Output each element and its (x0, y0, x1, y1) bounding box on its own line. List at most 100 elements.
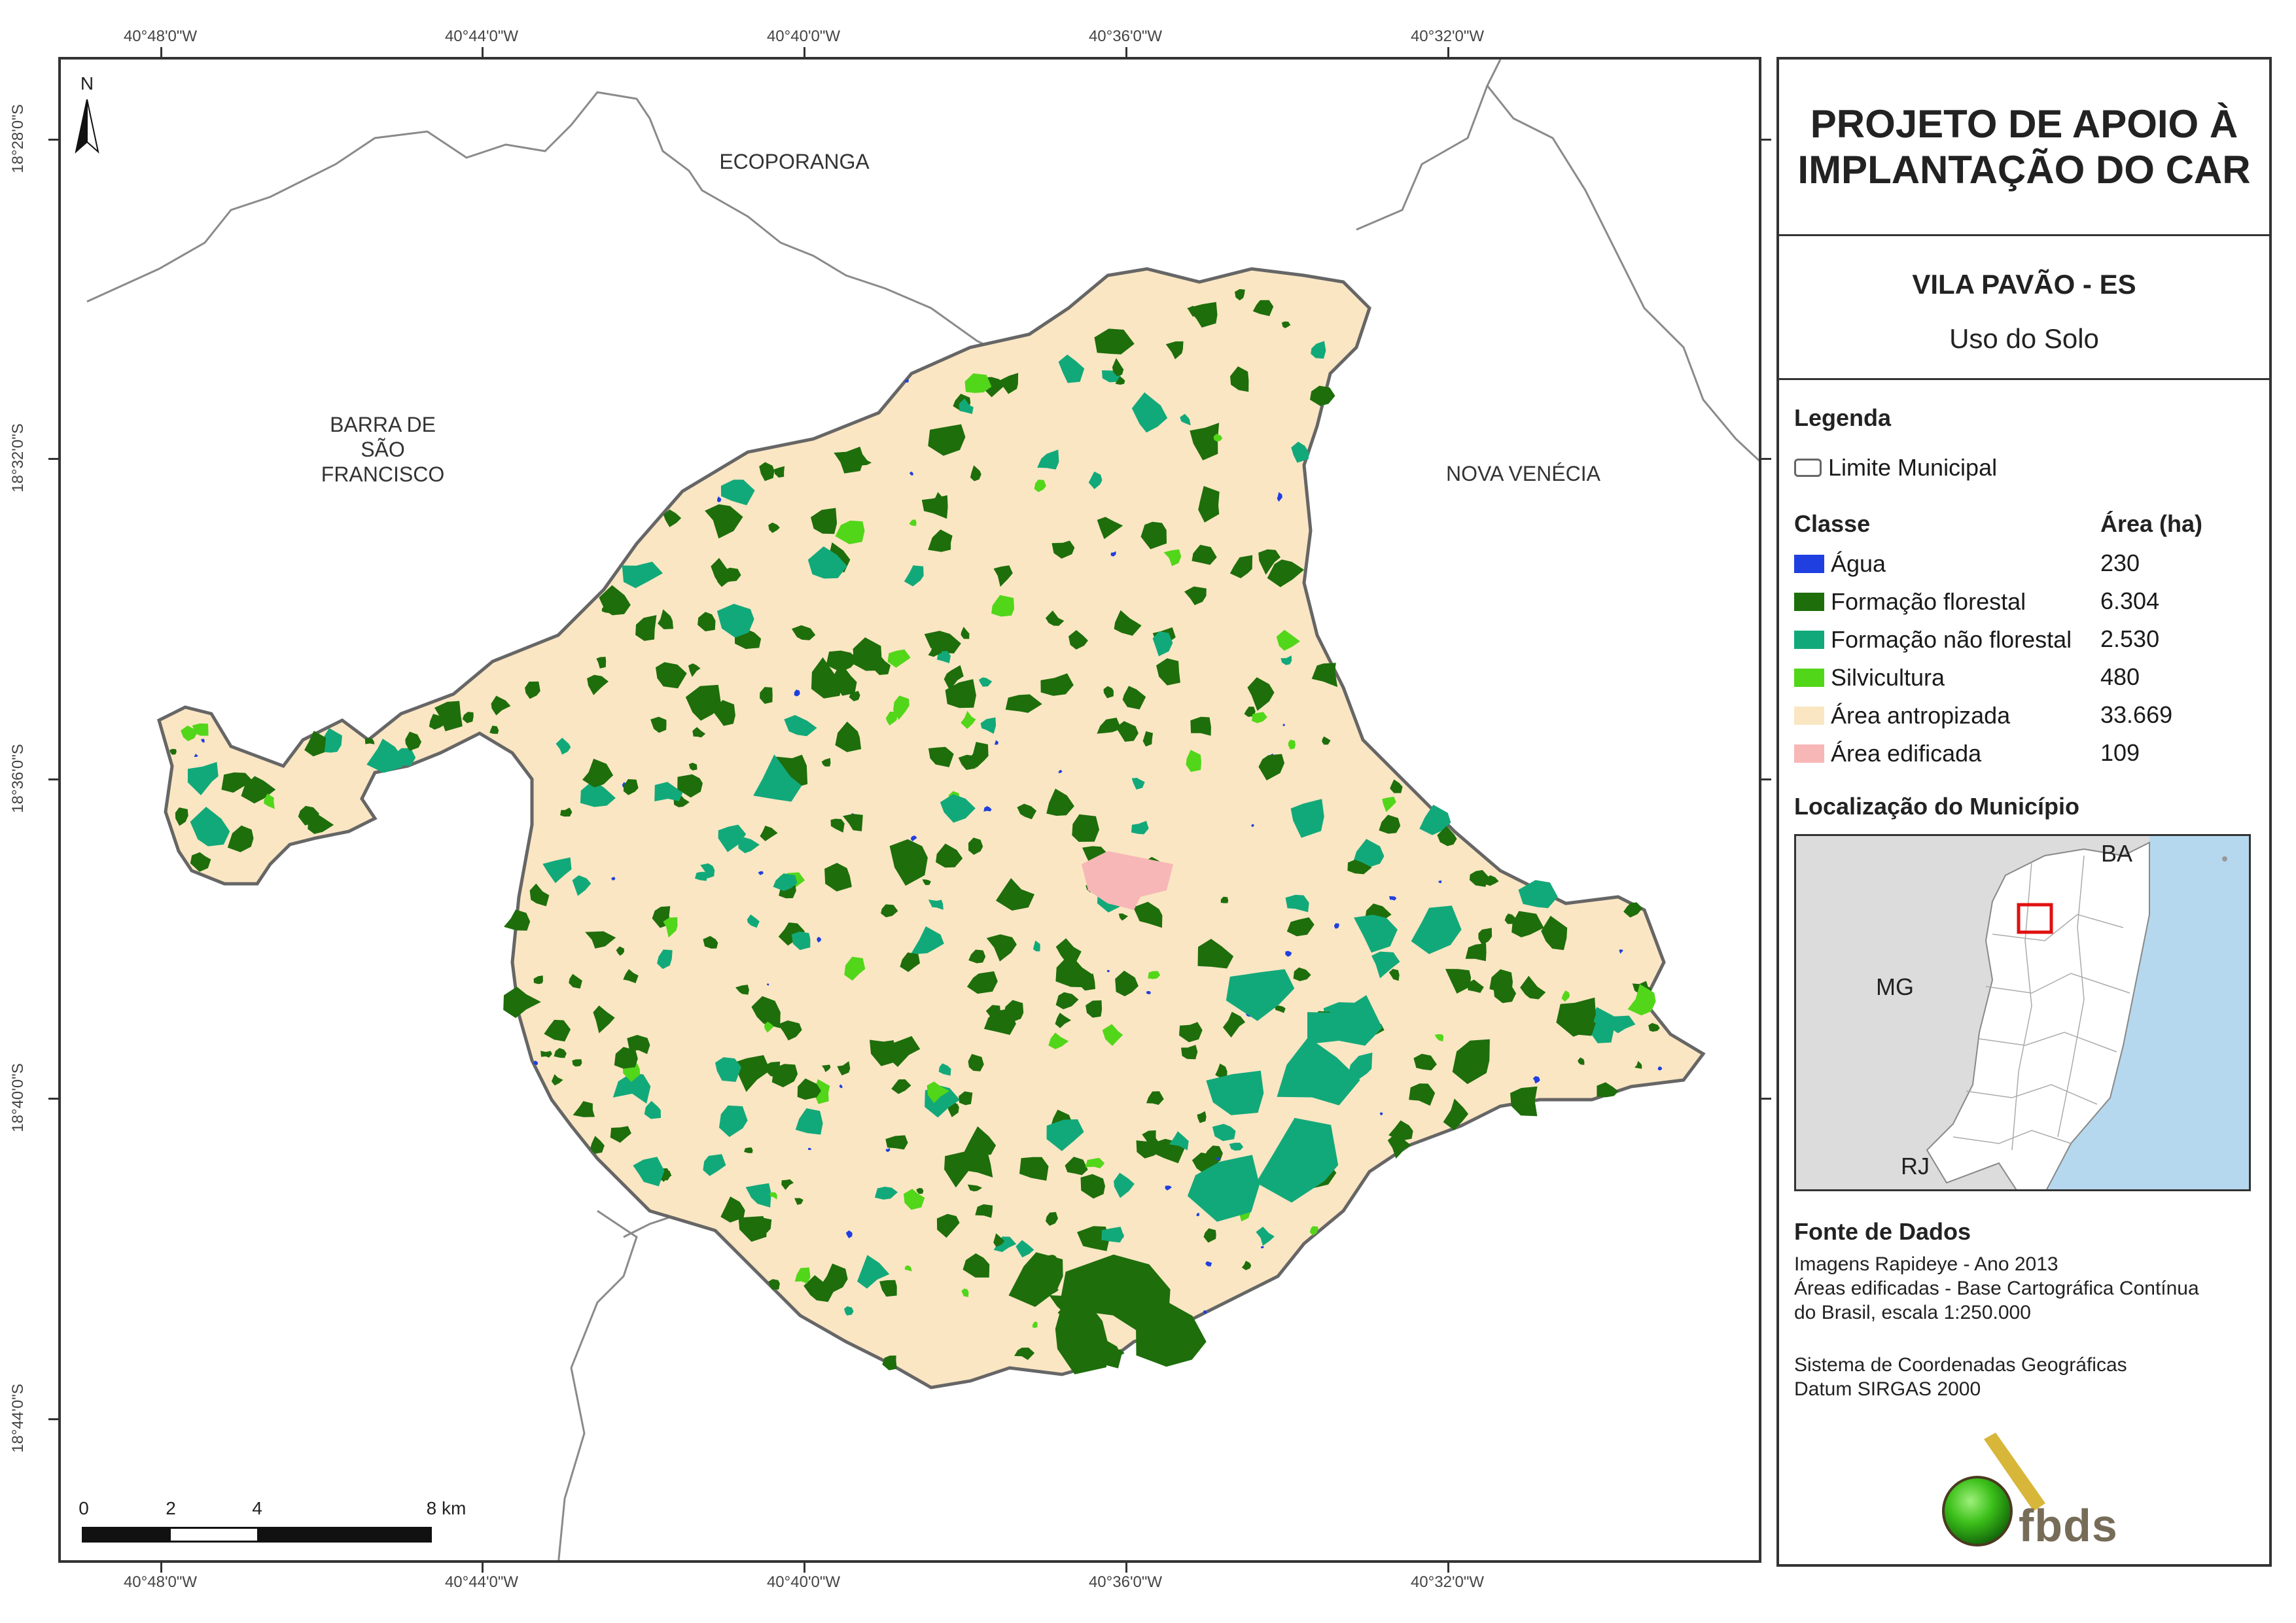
land-use-patch (169, 748, 177, 755)
land-use-patch (959, 398, 974, 414)
land-use-patch (572, 875, 592, 896)
land-use-patch (996, 878, 1034, 911)
land-use-patch (769, 1192, 777, 1200)
land-use-patch (1256, 1227, 1275, 1246)
land-use-patch (936, 651, 951, 663)
inset-label-ba: BA (2101, 840, 2133, 867)
land-use-patch (1556, 997, 1596, 1037)
land-use-patch (677, 774, 703, 798)
land-use-patch (187, 761, 219, 795)
tick (1125, 47, 1127, 57)
land-use-patch (1114, 610, 1142, 636)
land-use-patch (817, 937, 822, 943)
land-use-patch (904, 1189, 925, 1210)
land-use-patch (190, 852, 211, 872)
land-use-patch (1072, 814, 1099, 842)
land-use-patch (1112, 358, 1124, 377)
land-use-patch (1046, 1212, 1058, 1226)
land-use-patch (1055, 1013, 1072, 1028)
land-use-patch (1489, 969, 1513, 993)
land-use-patch (936, 843, 963, 868)
land-use-patch (1282, 723, 1285, 726)
land-use-patch (221, 772, 254, 793)
land-use-patch (525, 681, 540, 699)
land-use-patch (735, 1055, 771, 1092)
land-use-patch (695, 871, 708, 881)
land-use-patch (1518, 880, 1558, 909)
land-use-patch (1277, 492, 1282, 502)
land-use-patch (944, 665, 964, 691)
land-use-patch (991, 595, 1014, 617)
scale-segment (257, 1529, 430, 1541)
neighbor-boundary-south (557, 1210, 638, 1560)
land-use-patch (958, 754, 980, 770)
land-use-patch (870, 1039, 896, 1066)
land-use-patch (1131, 820, 1149, 835)
land-use-patch (590, 1136, 605, 1154)
land-use-patch (1131, 778, 1145, 790)
land-use-patch (227, 825, 254, 852)
land-use-patch (811, 508, 838, 534)
legend-class-area: 33.669 (2100, 701, 2173, 728)
land-use-patch (776, 754, 808, 790)
land-use-patch (1382, 796, 1396, 812)
land-use-patch (1188, 305, 1201, 317)
land-use-patch (961, 1126, 997, 1157)
land-use-patch (551, 1074, 563, 1086)
land-use-patch (585, 931, 616, 949)
municipality-name: VILA PAVÃO - ES (1912, 269, 2136, 300)
land-use-patch (824, 863, 852, 892)
land-use-patch (1541, 915, 1568, 951)
legend-class-area: 6.304 (2100, 587, 2160, 614)
land-use-patch (1434, 1034, 1444, 1042)
legend-class-label: Formação não florestal (1831, 626, 2072, 653)
label-ecoporanga: ECOPORANGA (719, 150, 870, 173)
land-use-patch (1094, 328, 1135, 355)
land-use-patch (1152, 631, 1173, 657)
land-use-patch (1016, 1240, 1034, 1258)
title-section: PROJETO DE APOIO À IMPLANTAÇÃO DO CAR (1779, 60, 2269, 236)
land-use-patch (175, 807, 188, 826)
tick (48, 1418, 58, 1420)
land-use-patch (891, 1079, 911, 1094)
fonte-heading: Fonte de Dados (1794, 1218, 1971, 1245)
land-use-patch (961, 710, 976, 729)
land-use-patch (909, 519, 917, 527)
label-barra-line1: BARRA DE (330, 413, 436, 436)
land-use-patch (1179, 1022, 1203, 1043)
land-use-patch (1409, 1083, 1436, 1106)
inset-location-marker (2017, 903, 2053, 934)
land-use-patch (1165, 1185, 1172, 1191)
land-use-patch (1634, 1060, 1642, 1069)
land-use-patch (900, 952, 920, 972)
land-use-patch (835, 722, 862, 752)
land-use-patch (622, 561, 663, 589)
land-use-patch (983, 1008, 1016, 1035)
land-use-patch (1180, 413, 1191, 426)
land-use-patch (826, 650, 859, 672)
land-use-patch (760, 687, 773, 704)
land-use-patch (1106, 969, 1110, 973)
land-use-patch (580, 780, 616, 807)
land-use-patch (910, 835, 917, 841)
land-use-patch (768, 522, 780, 533)
land-use-patch (1055, 992, 1079, 1009)
legend-class-row: Formação florestal (1794, 587, 2026, 616)
legend-class-area: 2.530 (2100, 625, 2160, 652)
land-use-patch (1196, 1213, 1199, 1217)
land-use-patch (961, 627, 970, 639)
tick (1761, 778, 1771, 780)
land-use-patch (975, 1204, 993, 1218)
land-use-patch (845, 1230, 853, 1238)
land-use-patch (720, 1196, 745, 1223)
land-use-patch (879, 1280, 897, 1297)
fonte-line: Imagens Rapideye - Ano 2013 (1794, 1253, 2058, 1275)
land-use-patch (771, 1064, 798, 1088)
land-use-patch (1181, 1045, 1198, 1060)
land-use-patch (1069, 630, 1088, 650)
subtitle-section: VILA PAVÃO - ES Uso do Solo (1779, 236, 2269, 380)
land-use-patch (821, 1064, 831, 1072)
land-use-patch (703, 1154, 726, 1176)
land-use-patch (794, 1267, 811, 1284)
land-use-patch (1103, 686, 1114, 699)
